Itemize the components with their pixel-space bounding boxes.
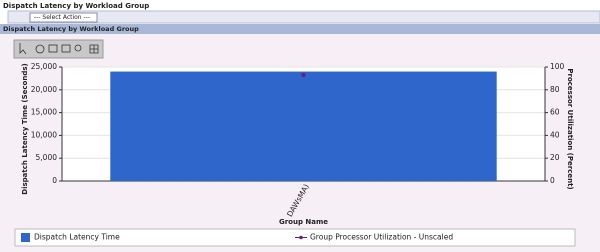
y-tick-label: 20,000 <box>31 85 57 94</box>
tool-grid[interactable] <box>89 44 99 54</box>
tool-comment[interactable] <box>48 44 58 53</box>
y-tick-label: 10,000 <box>31 130 57 139</box>
line-point <box>301 72 306 78</box>
action-bar <box>7 10 600 24</box>
y2-tick-label: 60 <box>550 108 560 117</box>
legend-marker <box>299 235 303 240</box>
y-axis-label: Dispatch Latency Time (Seconds) <box>21 63 29 194</box>
y2-axis-label: Processor Utilization (Percent) <box>566 68 574 189</box>
y2-tick-label: 80 <box>550 85 560 94</box>
legend-label: Group Processor Utilization - Unscaled <box>310 233 453 242</box>
y2-tick-label: 0 <box>550 176 555 185</box>
y-tick-label: 5,000 <box>36 153 58 162</box>
panel-title: Dispatch Latency by Workload Group <box>3 25 139 33</box>
select-label: --- Select Action --- <box>34 14 90 21</box>
y2-tick-label: 40 <box>550 130 560 139</box>
tool-zoom-box[interactable] <box>61 44 71 53</box>
page-title: Dispatch Latency by Workload Group <box>3 2 149 10</box>
tool-select[interactable] <box>19 43 27 55</box>
y-tick-label: 25,000 <box>31 62 57 71</box>
legend-swatch <box>21 233 30 242</box>
panel-title-bar <box>0 24 600 34</box>
legend-label: Dispatch Latency Time <box>34 233 120 242</box>
y-tick-label: 15,000 <box>31 108 57 117</box>
tool-pan[interactable] <box>35 44 45 54</box>
select-action[interactable] <box>29 12 98 23</box>
x-axis-label: Group Name <box>279 218 328 226</box>
y-tick-label: 0 <box>52 176 57 185</box>
y2-tick-label: 100 <box>550 62 565 71</box>
bar <box>110 71 497 181</box>
y2-tick-label: 20 <box>550 153 560 162</box>
tool-zoom[interactable] <box>74 44 82 52</box>
toolbar <box>13 39 104 59</box>
